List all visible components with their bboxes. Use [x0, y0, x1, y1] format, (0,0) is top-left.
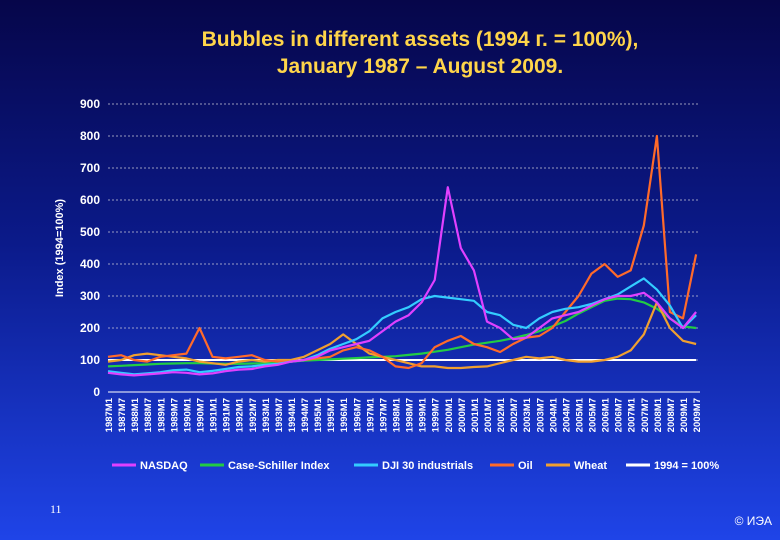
x-tick-label: 1988M1: [130, 397, 141, 432]
slide-number: 11: [50, 502, 62, 516]
x-tick-label: 2003M1: [522, 397, 533, 432]
x-tick-label: 1991M7: [222, 398, 233, 432]
y-tick-label: 0: [93, 385, 100, 399]
x-tick-label: 1989M7: [169, 398, 180, 432]
y-tick-label: 500: [80, 225, 100, 239]
x-tick-label: 1992M1: [235, 397, 246, 432]
x-tick-label: 1998M1: [392, 397, 403, 432]
x-tick-label: 1997M1: [365, 397, 376, 432]
chart-title: Bubbles in different assets (1994 г. = 1…: [0, 26, 780, 80]
series-line-oil: [107, 134, 698, 370]
x-tick-label: 2009M1: [679, 397, 690, 432]
x-tick-label: 2001M1: [470, 397, 481, 432]
y-tick-label: 400: [80, 257, 100, 271]
x-tick-label: 2004M1: [548, 397, 559, 432]
x-tick-label: 1991M1: [209, 397, 220, 432]
x-tick-label: 1988M7: [143, 398, 154, 432]
x-tick-label: 1999M1: [418, 397, 429, 432]
y-tick-label: 600: [80, 193, 100, 207]
plot-area: [108, 104, 700, 392]
x-tick-label: 1990M7: [195, 398, 206, 432]
x-tick-label: 2008M7: [666, 398, 677, 432]
legend-label: Case-Schiller Index: [228, 460, 330, 472]
series-line-wheat: [107, 301, 697, 370]
x-tick-label: 2002M1: [496, 397, 507, 432]
x-tick-label: 2007M1: [627, 397, 638, 432]
x-tick-label: 1994M7: [300, 398, 311, 432]
y-tick-label: 200: [80, 321, 100, 335]
y-tick-label: 800: [80, 129, 100, 143]
x-tick-label: 2001M7: [483, 398, 494, 432]
x-tick-label: 1990M1: [182, 397, 193, 432]
legend-label: DJI 30 industrials: [382, 460, 473, 472]
y-tick-label: 700: [80, 161, 100, 175]
x-tick-label: 1993M1: [261, 397, 272, 432]
legend: NASDAQ Case-Schiller Index DJI 30 industri…: [112, 460, 719, 472]
y-axis-label: Index (1994=100%): [54, 199, 66, 297]
series-line-nasdaq: [107, 186, 697, 377]
x-tick-label: 2007M7: [640, 398, 651, 432]
legend-label: NASDAQ: [140, 460, 188, 472]
x-tick-label: 2000M7: [457, 398, 468, 432]
x-tick-label: 1993M7: [274, 398, 285, 432]
legend-label: 1994 = 100%: [654, 460, 719, 472]
x-tick-label: 1996M1: [339, 397, 350, 432]
y-tick-label: 900: [80, 97, 100, 111]
x-tick-label: 1992M7: [248, 398, 259, 432]
x-tick-label: 1999M7: [431, 398, 442, 432]
x-tick-label: 1995M1: [313, 397, 324, 432]
x-tick-label: 1989M1: [156, 397, 167, 432]
x-tick-label: 2009M7: [692, 398, 703, 432]
x-tick-label: 1994M1: [287, 397, 298, 432]
y-axis: 0 100 200 300 400 500 600 700 800 900: [80, 97, 700, 399]
x-tick-label: 1997M7: [378, 398, 389, 432]
x-tick-label: 1996M7: [352, 398, 363, 432]
y-tick-label: 300: [80, 289, 100, 303]
x-tick-label: 2005M7: [588, 398, 599, 432]
y-tick-label: 100: [80, 353, 100, 367]
legend-label: Oil: [518, 460, 533, 472]
x-tick-label: 2003M7: [535, 398, 546, 432]
chart-title-line2: January 1987 – August 2009.: [276, 55, 564, 78]
x-tick-label: 2006M1: [601, 397, 612, 432]
x-tick-label: 1987M7: [117, 398, 128, 432]
legend-label: Wheat: [574, 460, 607, 472]
x-tick-label: 2004M7: [561, 398, 572, 432]
grid-lines: [108, 103, 700, 361]
x-tick-label: 2000M1: [444, 397, 455, 432]
x-tick-label: 2008M1: [653, 397, 664, 432]
series-group: [107, 134, 698, 377]
chart-title-line1: Bubbles in different assets (1994 г. = 1…: [201, 28, 639, 51]
x-tick-label: 2006M7: [614, 398, 625, 432]
x-axis: 1987M1 1987M7 1988M1 1988M7 1989M1 1989M7 1990…: [104, 397, 703, 432]
copyright: © ИЭА: [734, 514, 772, 528]
x-tick-label: 2002M7: [509, 398, 520, 432]
x-tick-label: 1998M7: [405, 398, 416, 432]
x-tick-label: 1987M1: [104, 397, 115, 432]
x-tick-label: 1995M7: [326, 398, 337, 432]
x-tick-label: 2005M1: [574, 397, 585, 432]
